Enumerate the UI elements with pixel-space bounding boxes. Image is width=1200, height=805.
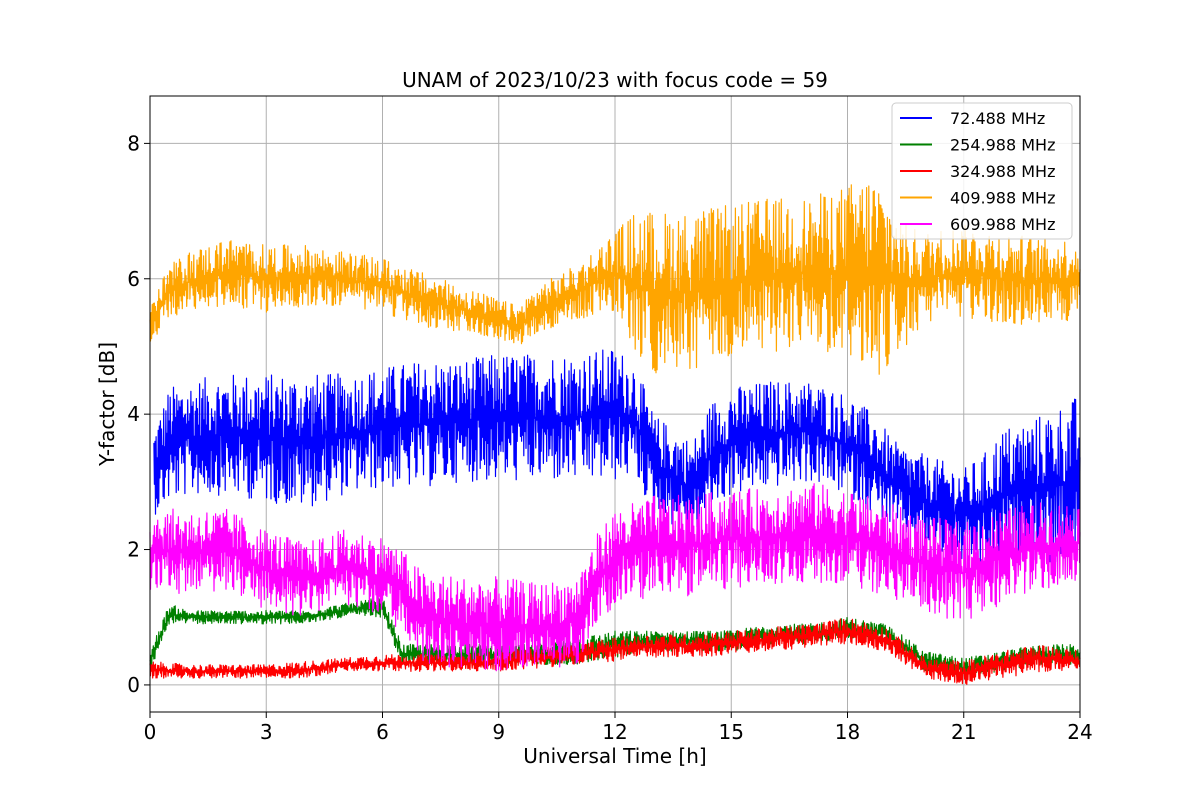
x-tick-label: 24 [1067,720,1092,744]
y-tick-label: 4 [127,402,140,426]
y-tick-label: 2 [127,538,140,562]
x-axis-label: Universal Time [h] [523,744,706,768]
x-tick-label: 6 [376,720,389,744]
series-line-3 [149,618,1081,686]
x-tick-label: 21 [951,720,976,744]
x-tick-label: 18 [835,720,860,744]
x-tick-label: 3 [260,720,273,744]
series-line-5 [149,483,1081,672]
series-line-1 [153,349,1081,564]
legend-box [891,102,1073,240]
legend-label: 409.988 MHz [950,189,1055,208]
y-tick-label: 8 [127,131,140,155]
legend-label: 72.488 MHz [950,109,1045,128]
legend-label: 324.988 MHz [950,162,1055,181]
x-tick-label: 15 [719,720,744,744]
series-layer [149,184,1081,686]
y-tick-label: 0 [127,673,140,697]
y-axis-label: Y-factor [dB] [95,342,119,467]
chart-title: UNAM of 2023/10/23 with focus code = 59 [402,68,828,92]
legend-label: 254.988 MHz [950,136,1055,155]
x-tick-label: 0 [144,720,157,744]
series-line-4 [149,184,1081,375]
legend: 72.488 MHz 254.988 MHz 324.988 MHz 409.988 … [891,102,1073,240]
x-tick-label: 12 [602,720,627,744]
legend-label: 609.988 MHz [950,215,1055,234]
y-tick-label: 6 [127,267,140,291]
x-tick-label: 9 [492,720,505,744]
